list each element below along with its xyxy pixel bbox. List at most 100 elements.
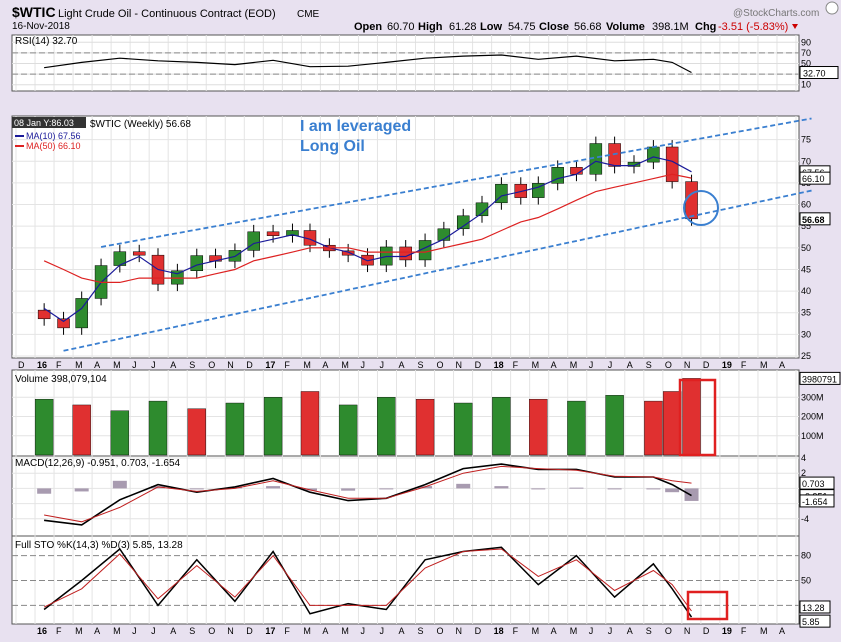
symbol: $WTIC	[12, 4, 56, 20]
price-x-tick-label: J	[608, 360, 613, 370]
price-tick-label: 60	[801, 200, 811, 210]
rsi-legend: RSI(14) 32.70	[15, 36, 78, 47]
bottom-x-tick-label: D	[475, 626, 482, 636]
close-value: 56.68	[574, 21, 602, 33]
price-tick-label: 70	[801, 156, 811, 166]
macd-histogram-bar	[37, 488, 52, 494]
bottom-x-tick-label: M	[760, 626, 768, 636]
macd-histogram-last-value: -1.654	[802, 497, 828, 507]
price-x-tick-label: J	[360, 360, 365, 370]
close-last-value-box	[799, 212, 831, 226]
price-x-tick-label: 17	[265, 360, 275, 370]
price-x-tick-label: D	[18, 360, 25, 370]
bottom-x-tick-label: A	[94, 626, 100, 636]
open-value: 60.70	[387, 21, 415, 33]
macd-signal-last-value: 0.703	[802, 479, 825, 489]
stochastic-d-line	[43, 548, 692, 612]
axis-layer: 103050709032.70253035404550556065707567.…	[18, 37, 841, 636]
price-x-tick-label: A	[94, 360, 100, 370]
bottom-x-tick-label: M	[341, 626, 349, 636]
candle-body	[627, 161, 641, 167]
bottom-x-tick-label: A	[551, 626, 557, 636]
bottom-x-tick-label: D	[703, 626, 710, 636]
settings-icon[interactable]	[825, 1, 839, 15]
price-tick-label: 45	[801, 264, 811, 274]
bottom-x-tick-label: S	[418, 626, 424, 636]
macd-histogram-bar	[266, 486, 281, 489]
price-x-tick-label: 18	[494, 360, 504, 370]
bottom-x-tick-label: A	[170, 626, 176, 636]
macd-histogram-bar	[456, 483, 471, 489]
volume-bar	[225, 402, 245, 456]
watermark: @StockCharts.com	[733, 8, 819, 19]
volume-legend: Volume 398,079,104	[15, 374, 107, 385]
macd-signal-last-value-box	[799, 476, 835, 490]
price-x-tick-label: S	[189, 360, 195, 370]
price-x-tick-label: A	[551, 360, 557, 370]
price-x-tick-label: J	[379, 360, 384, 370]
price-x-tick-label: F	[513, 360, 519, 370]
price-x-tick-label: A	[779, 360, 785, 370]
stochastic-tick-label: 80	[801, 551, 811, 561]
price-x-tick-label: O	[208, 360, 215, 370]
stochastic-d-last-value: 13.28	[802, 603, 825, 613]
macd-signal-line	[44, 465, 692, 523]
price-tick-label: 50	[801, 243, 811, 253]
ma50-last-value: 66.10	[802, 174, 825, 184]
volume-bar	[148, 400, 168, 456]
price-tick-label: 35	[801, 308, 811, 318]
volume-last-value-box	[799, 371, 841, 385]
volume-bar	[492, 397, 511, 456]
bottom-x-tick-label: F	[56, 626, 62, 636]
macd-tick-label: -4	[801, 514, 809, 524]
volume-highlight-box	[678, 378, 717, 457]
price-x-tick-label: S	[646, 360, 652, 370]
high-label: High	[418, 21, 443, 33]
price-x-tick-label: D	[475, 360, 482, 370]
bottom-x-tick-label: J	[608, 626, 613, 636]
stochastic-k-last-value-box	[799, 614, 831, 628]
volume-bar	[605, 395, 624, 456]
bottom-x-tick-label: O	[665, 626, 672, 636]
price-x-tick-label: J	[151, 360, 156, 370]
volume-bar	[567, 400, 586, 456]
macd-histogram-bar	[341, 488, 356, 491]
candle-body	[475, 202, 489, 217]
volume-bar	[415, 398, 435, 456]
volume-bar	[72, 404, 91, 456]
bottom-x-tick-label: F	[741, 626, 747, 636]
stochastic-highlight-box	[686, 590, 729, 621]
volume-bar	[377, 397, 396, 456]
bottom-x-tick-label: N	[456, 626, 463, 636]
bottom-x-tick-label: M	[303, 626, 311, 636]
macd-histogram-bar	[646, 488, 661, 490]
price-x-tick-label: O	[665, 360, 672, 370]
price-x-tick-label: 19	[722, 360, 732, 370]
bottom-x-tick-label: 17	[265, 626, 275, 636]
ma50-legend: MA(50) 66.10	[26, 141, 81, 151]
ma50-last-value-box	[799, 171, 831, 185]
candle-body	[647, 146, 660, 163]
price-x-tick-label: M	[760, 360, 768, 370]
volume-bar	[300, 391, 320, 456]
macd-histogram-bar	[531, 488, 546, 490]
candle-body	[190, 255, 204, 272]
high-value: 61.28	[449, 21, 477, 33]
volume-bar	[682, 378, 701, 456]
price-tooltip: 08 Jan Y:86.03	[14, 118, 74, 128]
bottom-x-tick-label: S	[646, 626, 652, 636]
price-x-tick-label: F	[741, 360, 747, 370]
volume-tick-label: 200M	[801, 412, 824, 422]
candle-body	[132, 251, 146, 256]
chg-down-icon	[792, 24, 798, 29]
bottom-x-tick-label: D	[246, 626, 253, 636]
candle-body	[608, 143, 621, 167]
candle-body	[361, 254, 374, 266]
bottom-x-tick-label: 16	[37, 626, 47, 636]
price-panel	[11, 115, 800, 359]
tooltip-box	[12, 117, 86, 128]
price-tick-label: 55	[801, 221, 811, 231]
candle-body	[37, 309, 51, 320]
